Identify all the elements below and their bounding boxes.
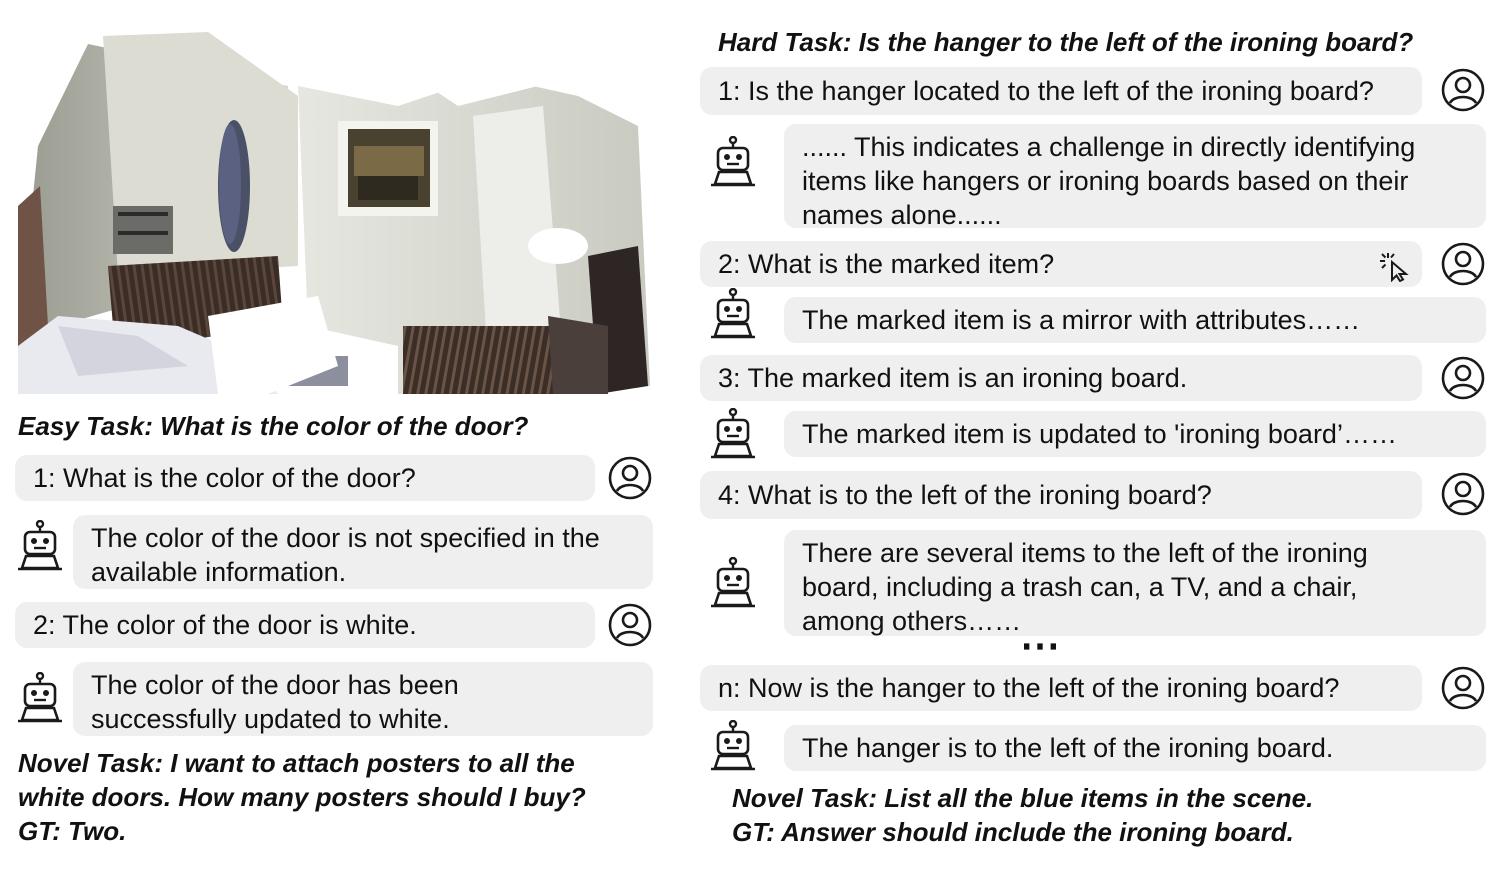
robot-icon [18, 672, 62, 723]
hard-question-n: n: Now is the hanger to the left of the … [700, 665, 1422, 711]
easy-question-2: 2: The color of the door is white. [15, 602, 595, 648]
ellipsis: ⋯ [1020, 624, 1062, 668]
easy-answer-2: The color of the door has been successfu… [73, 662, 653, 736]
hard-question-3: 3: The marked item is an ironing board. [700, 355, 1422, 401]
scene-image [18, 32, 650, 394]
hard-answer-n: The hanger is to the left of the ironing… [784, 725, 1486, 771]
robot-icon [711, 136, 755, 187]
easy-answer-1: The color of the door is not specified i… [73, 515, 653, 589]
user-icon [608, 603, 652, 647]
robot-icon [711, 720, 755, 771]
user-icon [1441, 242, 1485, 286]
novel-task-left-line2: white doors. How many posters should I b… [18, 782, 586, 812]
user-icon [608, 456, 652, 500]
hard-question-2: 2: What is the marked item? [700, 241, 1422, 287]
easy-question-1: 1: What is the color of the door? [15, 455, 595, 501]
cursor-click-icon [1380, 253, 1409, 282]
hard-answer-2: The marked item is a mirror with attribu… [784, 297, 1486, 343]
user-icon [1441, 68, 1485, 112]
robot-icon [711, 557, 755, 608]
easy-task-title: Easy Task: What is the color of the door… [18, 411, 529, 441]
hard-answer-3: The marked item is updated to 'ironing b… [784, 411, 1486, 457]
robot-icon [711, 288, 755, 339]
robot-icon [711, 408, 755, 459]
user-icon [1441, 356, 1485, 400]
novel-task-left-gt: GT: Two. [18, 816, 127, 846]
hard-question-4: 4: What is to the left of the ironing bo… [700, 471, 1422, 519]
novel-task-right-gt: GT: Answer should include the ironing bo… [732, 817, 1294, 847]
hard-answer-4: There are several items to the left of t… [784, 530, 1486, 636]
user-icon [1441, 472, 1485, 516]
novel-task-right-line1: Novel Task: List all the blue items in t… [732, 783, 1314, 813]
hard-task-title: Hard Task: Is the hanger to the left of … [718, 27, 1414, 57]
robot-icon [18, 520, 62, 571]
hard-answer-1: ...... This indicates a challenge in dir… [784, 124, 1486, 230]
novel-task-left-line1: Novel Task: I want to attach posters to … [18, 748, 575, 778]
user-icon [1441, 666, 1485, 710]
hard-question-1: 1: Is the hanger located to the left of … [700, 67, 1422, 115]
